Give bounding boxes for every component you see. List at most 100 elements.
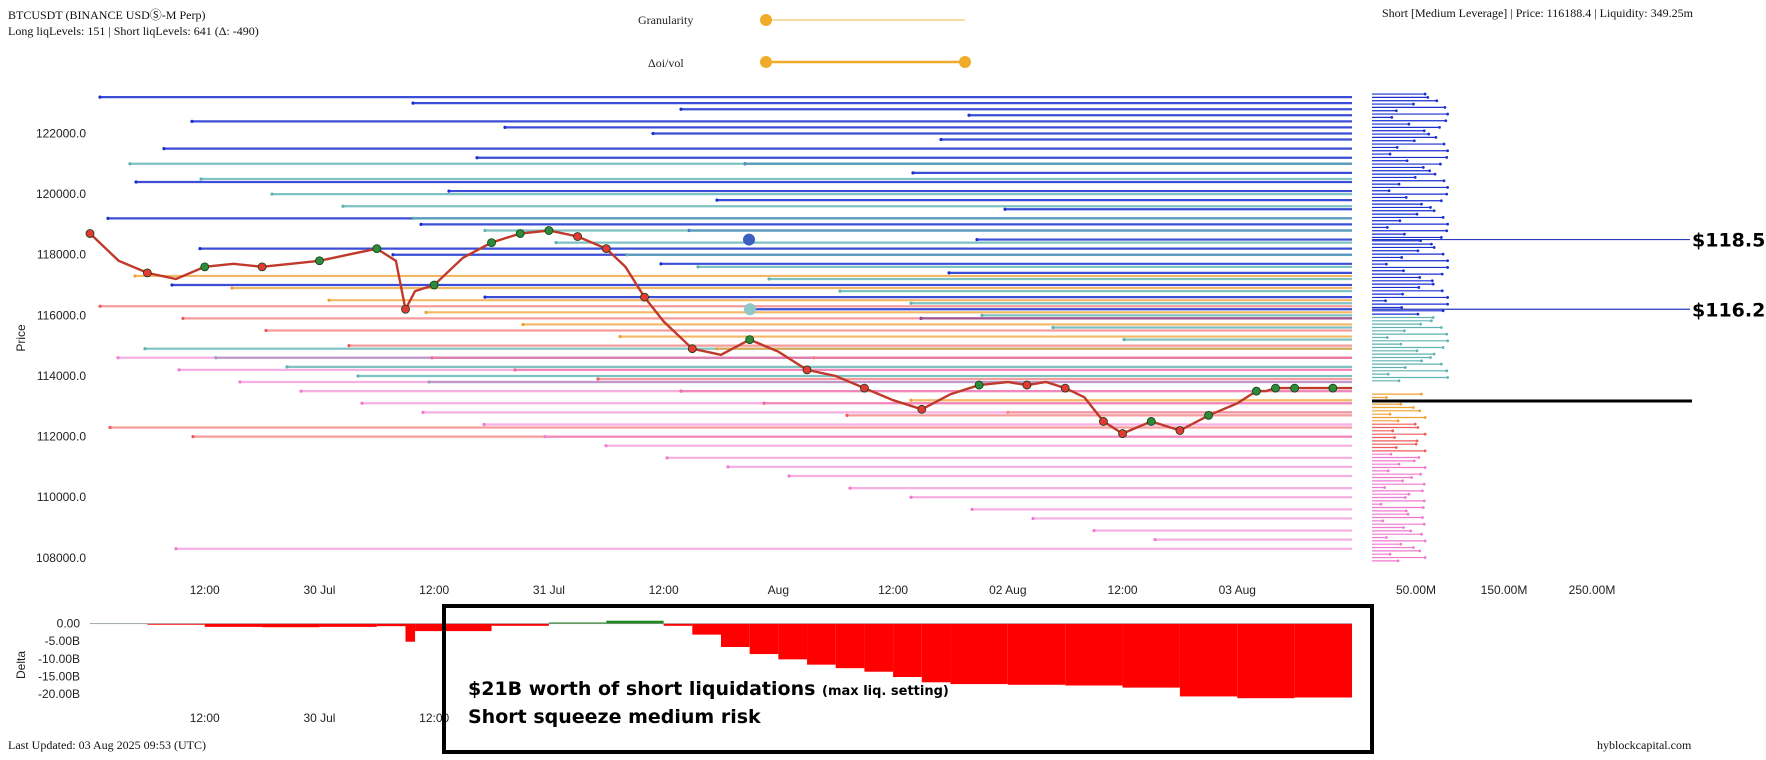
liquidity-bubble	[744, 303, 756, 316]
liquidity-bar-end	[1404, 196, 1408, 199]
liquidity-bar-end	[1418, 549, 1422, 553]
delta-area-segment	[405, 623, 416, 642]
liquidity-bar-end	[1399, 342, 1403, 346]
liquidity-bar-end	[1381, 519, 1385, 523]
liquidity-bar-end	[1441, 252, 1445, 256]
liquidity-bar-end	[1423, 416, 1427, 419]
liquidity-bar-end	[1413, 422, 1417, 426]
liquidity-bar-end	[1429, 356, 1432, 359]
granularity-slider[interactable]	[760, 14, 965, 26]
liquidity-bar-end	[1432, 209, 1436, 213]
price-point-marker	[1118, 429, 1127, 438]
brand-link[interactable]: hyblockcapital.com	[1597, 738, 1692, 752]
liquidity-bar-end	[1426, 95, 1430, 99]
price-tick-label: 114000.0	[37, 369, 86, 383]
liq-level-dot	[482, 422, 486, 427]
liquidity-bar-end	[1446, 339, 1449, 343]
price-point-marker	[573, 232, 582, 241]
liq-level-dot	[134, 180, 138, 184]
liquidity-bar-end	[1421, 166, 1425, 169]
liquidity-tick-label: 250.00M	[1569, 583, 1616, 597]
delta-area-segment	[864, 623, 894, 672]
price-point-marker	[1022, 380, 1032, 390]
liquidity-bar-end	[1446, 149, 1449, 153]
liq-level-dot	[596, 377, 600, 381]
liquidity-bar-end	[1442, 179, 1446, 183]
price-y-axis: 108000.0 110000.0 112000.0 114000.0 116000.0…	[36, 126, 86, 564]
delta-area-segment	[807, 623, 836, 665]
liquidity-bar-end	[1406, 512, 1410, 516]
liq-level-dot	[1003, 207, 1007, 211]
liq-level-dot	[106, 216, 110, 220]
price-point-marker	[142, 268, 152, 278]
liquidity-bar-end	[1397, 462, 1401, 466]
price-point-marker	[200, 262, 210, 272]
liquidity-bar-end	[1431, 282, 1435, 286]
delta-area-segment	[1294, 623, 1352, 698]
liq-level-dot	[618, 334, 622, 339]
liq-level-dot	[475, 156, 479, 160]
liquidity-bar-end	[1423, 449, 1427, 453]
price-point-marker	[1146, 417, 1156, 426]
liq-level-dot	[174, 547, 178, 551]
price-point-marker	[745, 335, 755, 344]
liquidity-bar-end	[1403, 366, 1407, 369]
liquidity-bar-end	[1441, 309, 1445, 313]
granularity-slider-knob[interactable]	[760, 14, 772, 26]
liq-level-dot	[177, 368, 181, 372]
delta-time-tick-label: 12:00	[419, 711, 449, 725]
delta-axis-title: Delta	[14, 651, 28, 679]
liq-level-dot	[521, 322, 525, 327]
granularity-label: Granularity	[638, 13, 694, 27]
liquidity-bar-end	[1416, 249, 1420, 253]
liq-level-dot	[299, 389, 303, 393]
liquidity-bar-end	[1395, 146, 1399, 149]
liquidity-bar-end	[1388, 552, 1392, 556]
liquidity-bar-end	[1412, 102, 1415, 106]
liq-level-dot	[939, 137, 943, 142]
price-point-marker	[601, 244, 611, 254]
liquidity-bar-end	[1417, 286, 1421, 289]
liquidity-bar-end	[1389, 452, 1393, 456]
liquidity-bar-end	[1412, 406, 1415, 409]
oi-vol-slider-knob-max[interactable]	[959, 56, 971, 68]
liquidity-bar-end	[1385, 262, 1388, 266]
liquidity-bar-end	[1403, 329, 1406, 333]
liq-level-dot	[970, 507, 974, 511]
liquidity-bar-end	[1442, 142, 1446, 146]
liquidity-bar-end	[1429, 206, 1432, 209]
liquidity-bar-end	[1412, 459, 1416, 463]
liquidity-bar-end	[1394, 446, 1398, 449]
liq-level-dot	[483, 228, 487, 233]
liq-level-dot	[543, 434, 547, 439]
delta-area-segment	[692, 623, 721, 635]
liq-level-dot	[838, 289, 842, 293]
liquidity-bar-end	[1422, 499, 1426, 503]
liq-level-dot	[411, 101, 415, 105]
liq-level-dot	[116, 356, 120, 360]
liquidity-histogram	[1372, 92, 1690, 563]
liq-level-dot	[665, 456, 669, 460]
price-point-marker	[1204, 410, 1213, 420]
liquidity-bar-end	[1439, 236, 1443, 239]
liquidity-bar-end	[1421, 489, 1424, 493]
liquidity-bar-end	[1397, 182, 1401, 186]
liq-level-dot	[191, 434, 195, 439]
liquidity-bar-end	[1438, 126, 1441, 129]
liq-level-dot	[483, 295, 487, 299]
liquidity-bar-end	[1394, 109, 1398, 113]
liquidity-x-axis: 50.00M 150.00M 250.00M	[1396, 583, 1615, 597]
price-point-marker	[802, 365, 812, 375]
liq-level-dot	[767, 277, 771, 281]
liq-level-dot	[787, 474, 791, 478]
liq-level-dot	[356, 374, 360, 378]
delta-area-segment	[376, 623, 406, 627]
oi-vol-slider-knob-min[interactable]	[760, 56, 772, 68]
oi-vol-slider[interactable]	[760, 56, 971, 68]
liq-level-dot	[98, 304, 102, 308]
price-tick-label: 122000.0	[36, 126, 86, 140]
liquidity-bar-end	[1415, 439, 1419, 443]
liquidity-bar-end	[1435, 99, 1439, 103]
liquidity-bar-end	[1443, 106, 1447, 109]
